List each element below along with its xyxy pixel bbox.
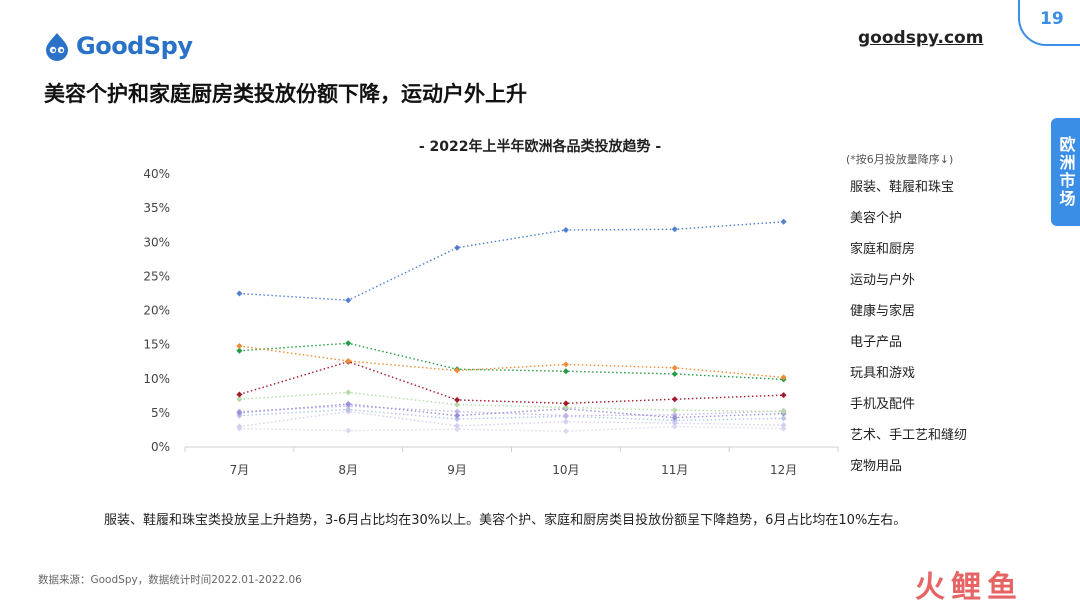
data-point — [345, 358, 352, 365]
data-point — [671, 226, 678, 233]
x-tick-label: 8月 — [338, 463, 358, 477]
data-point — [671, 370, 678, 377]
chart-title-text: - 2022年上半年欧洲各品类投放趋势 - — [418, 139, 662, 155]
data-point — [236, 409, 243, 416]
legend-item: 健康与家居 — [850, 304, 916, 319]
data-point — [562, 361, 569, 368]
data-point — [454, 416, 461, 423]
chart-legend: 服装、鞋履和珠宝 美容个护 家庭和厨房 运动与户外 健康与家居 电子产品 玩具和… — [850, 178, 967, 488]
x-tick-label: 11月 — [661, 463, 688, 477]
series-line — [239, 221, 784, 301]
data-point — [454, 426, 461, 433]
page-number-tab — [1018, 0, 1080, 46]
data-point — [562, 428, 569, 435]
data-point — [671, 396, 678, 403]
series-line — [239, 360, 784, 405]
legend-item: 服装、鞋履和珠宝 — [850, 180, 955, 195]
data-point — [236, 396, 243, 403]
data-point — [454, 408, 461, 415]
data-point — [780, 374, 787, 381]
data-point — [345, 389, 352, 396]
data-point — [780, 425, 787, 432]
y-tick-label: 40% — [143, 167, 170, 181]
legend-item: 运动与户外 — [850, 273, 916, 288]
sort-note: (*按6月投放量降序↓) — [846, 153, 954, 166]
data-point — [236, 423, 243, 430]
x-tick-label: 10月 — [552, 463, 579, 477]
legend-item: 玩具和游戏 — [850, 366, 916, 381]
data-point — [454, 244, 461, 251]
data-point — [454, 401, 461, 408]
series-line — [239, 342, 784, 381]
data-point — [454, 367, 461, 374]
series-line — [239, 345, 784, 379]
data-point — [671, 414, 678, 421]
chart-summary: 服装、鞋履和珠宝类投放呈上升趋势，3-6月占比均在30%以上。美容个护、家庭和厨… — [104, 513, 907, 528]
goodspy-logo: GoodSpy — [42, 28, 193, 64]
data-point — [345, 406, 352, 413]
data-point — [562, 418, 569, 425]
data-point — [236, 391, 243, 398]
data-point — [236, 290, 243, 297]
y-tick-label: 35% — [143, 201, 170, 215]
data-source: 数据来源：GoodSpy，数据统计时间2022.01-2022.06 — [38, 574, 302, 586]
y-tick-label: 15% — [143, 338, 170, 352]
y-tick-label: 10% — [143, 372, 170, 386]
y-tick-label: 20% — [143, 304, 170, 318]
data-point — [671, 364, 678, 371]
legend-item: 艺术、手工艺和缝纫 — [850, 428, 968, 443]
series-line — [239, 405, 784, 417]
data-point — [780, 415, 787, 422]
x-tick-label: 9月 — [447, 463, 467, 477]
legend-item: 美容个护 — [850, 211, 903, 226]
watermark-logo: 火鲤鱼 — [915, 570, 1023, 605]
data-point — [562, 400, 569, 407]
chart-title: - 2022年上半年欧洲各品类投放趋势 - — [0, 136, 1080, 156]
series-line — [239, 391, 784, 413]
data-point — [345, 427, 352, 434]
data-point — [454, 412, 461, 419]
data-point — [671, 423, 678, 430]
data-point — [562, 226, 569, 233]
y-tick-label: 0% — [151, 440, 170, 454]
site-url-link[interactable]: goodspy.com — [858, 28, 984, 48]
y-tick-label: 5% — [151, 406, 170, 420]
logo-icon — [46, 33, 68, 61]
x-tick-label: 7月 — [230, 463, 250, 477]
section-side-tab-label: 欧洲市场 — [1056, 136, 1076, 208]
data-point — [780, 392, 787, 399]
data-point — [562, 412, 569, 419]
series-line — [239, 403, 784, 419]
legend-item: 宠物用品 — [850, 459, 903, 474]
data-point — [671, 407, 678, 414]
data-point — [236, 347, 243, 354]
data-point — [345, 340, 352, 347]
x-tick-label: 12月 — [770, 463, 797, 477]
data-point — [454, 422, 461, 429]
legend-item: 家庭和厨房 — [850, 242, 916, 257]
data-point — [345, 401, 352, 408]
data-point — [780, 422, 787, 429]
legend-item: 电子产品 — [850, 335, 903, 350]
y-tick-label: 25% — [143, 269, 170, 283]
y-tick-label: 30% — [143, 235, 170, 249]
data-point — [454, 396, 461, 403]
logo-text: GoodSpy — [76, 32, 193, 60]
data-point — [236, 342, 243, 349]
legend-item: 手机及配件 — [850, 397, 916, 412]
page-number: 19 — [1040, 9, 1064, 29]
data-point — [780, 408, 787, 415]
data-point — [345, 297, 352, 304]
data-point — [780, 218, 787, 225]
series-line — [239, 408, 784, 422]
series-line — [239, 425, 784, 433]
data-point — [562, 404, 569, 411]
data-point — [562, 368, 569, 375]
page-headline: 美容个护和家庭厨房类投放份额下降，运动户外上升 — [44, 82, 527, 106]
section-side-tab[interactable]: 欧洲市场 — [1051, 118, 1080, 226]
